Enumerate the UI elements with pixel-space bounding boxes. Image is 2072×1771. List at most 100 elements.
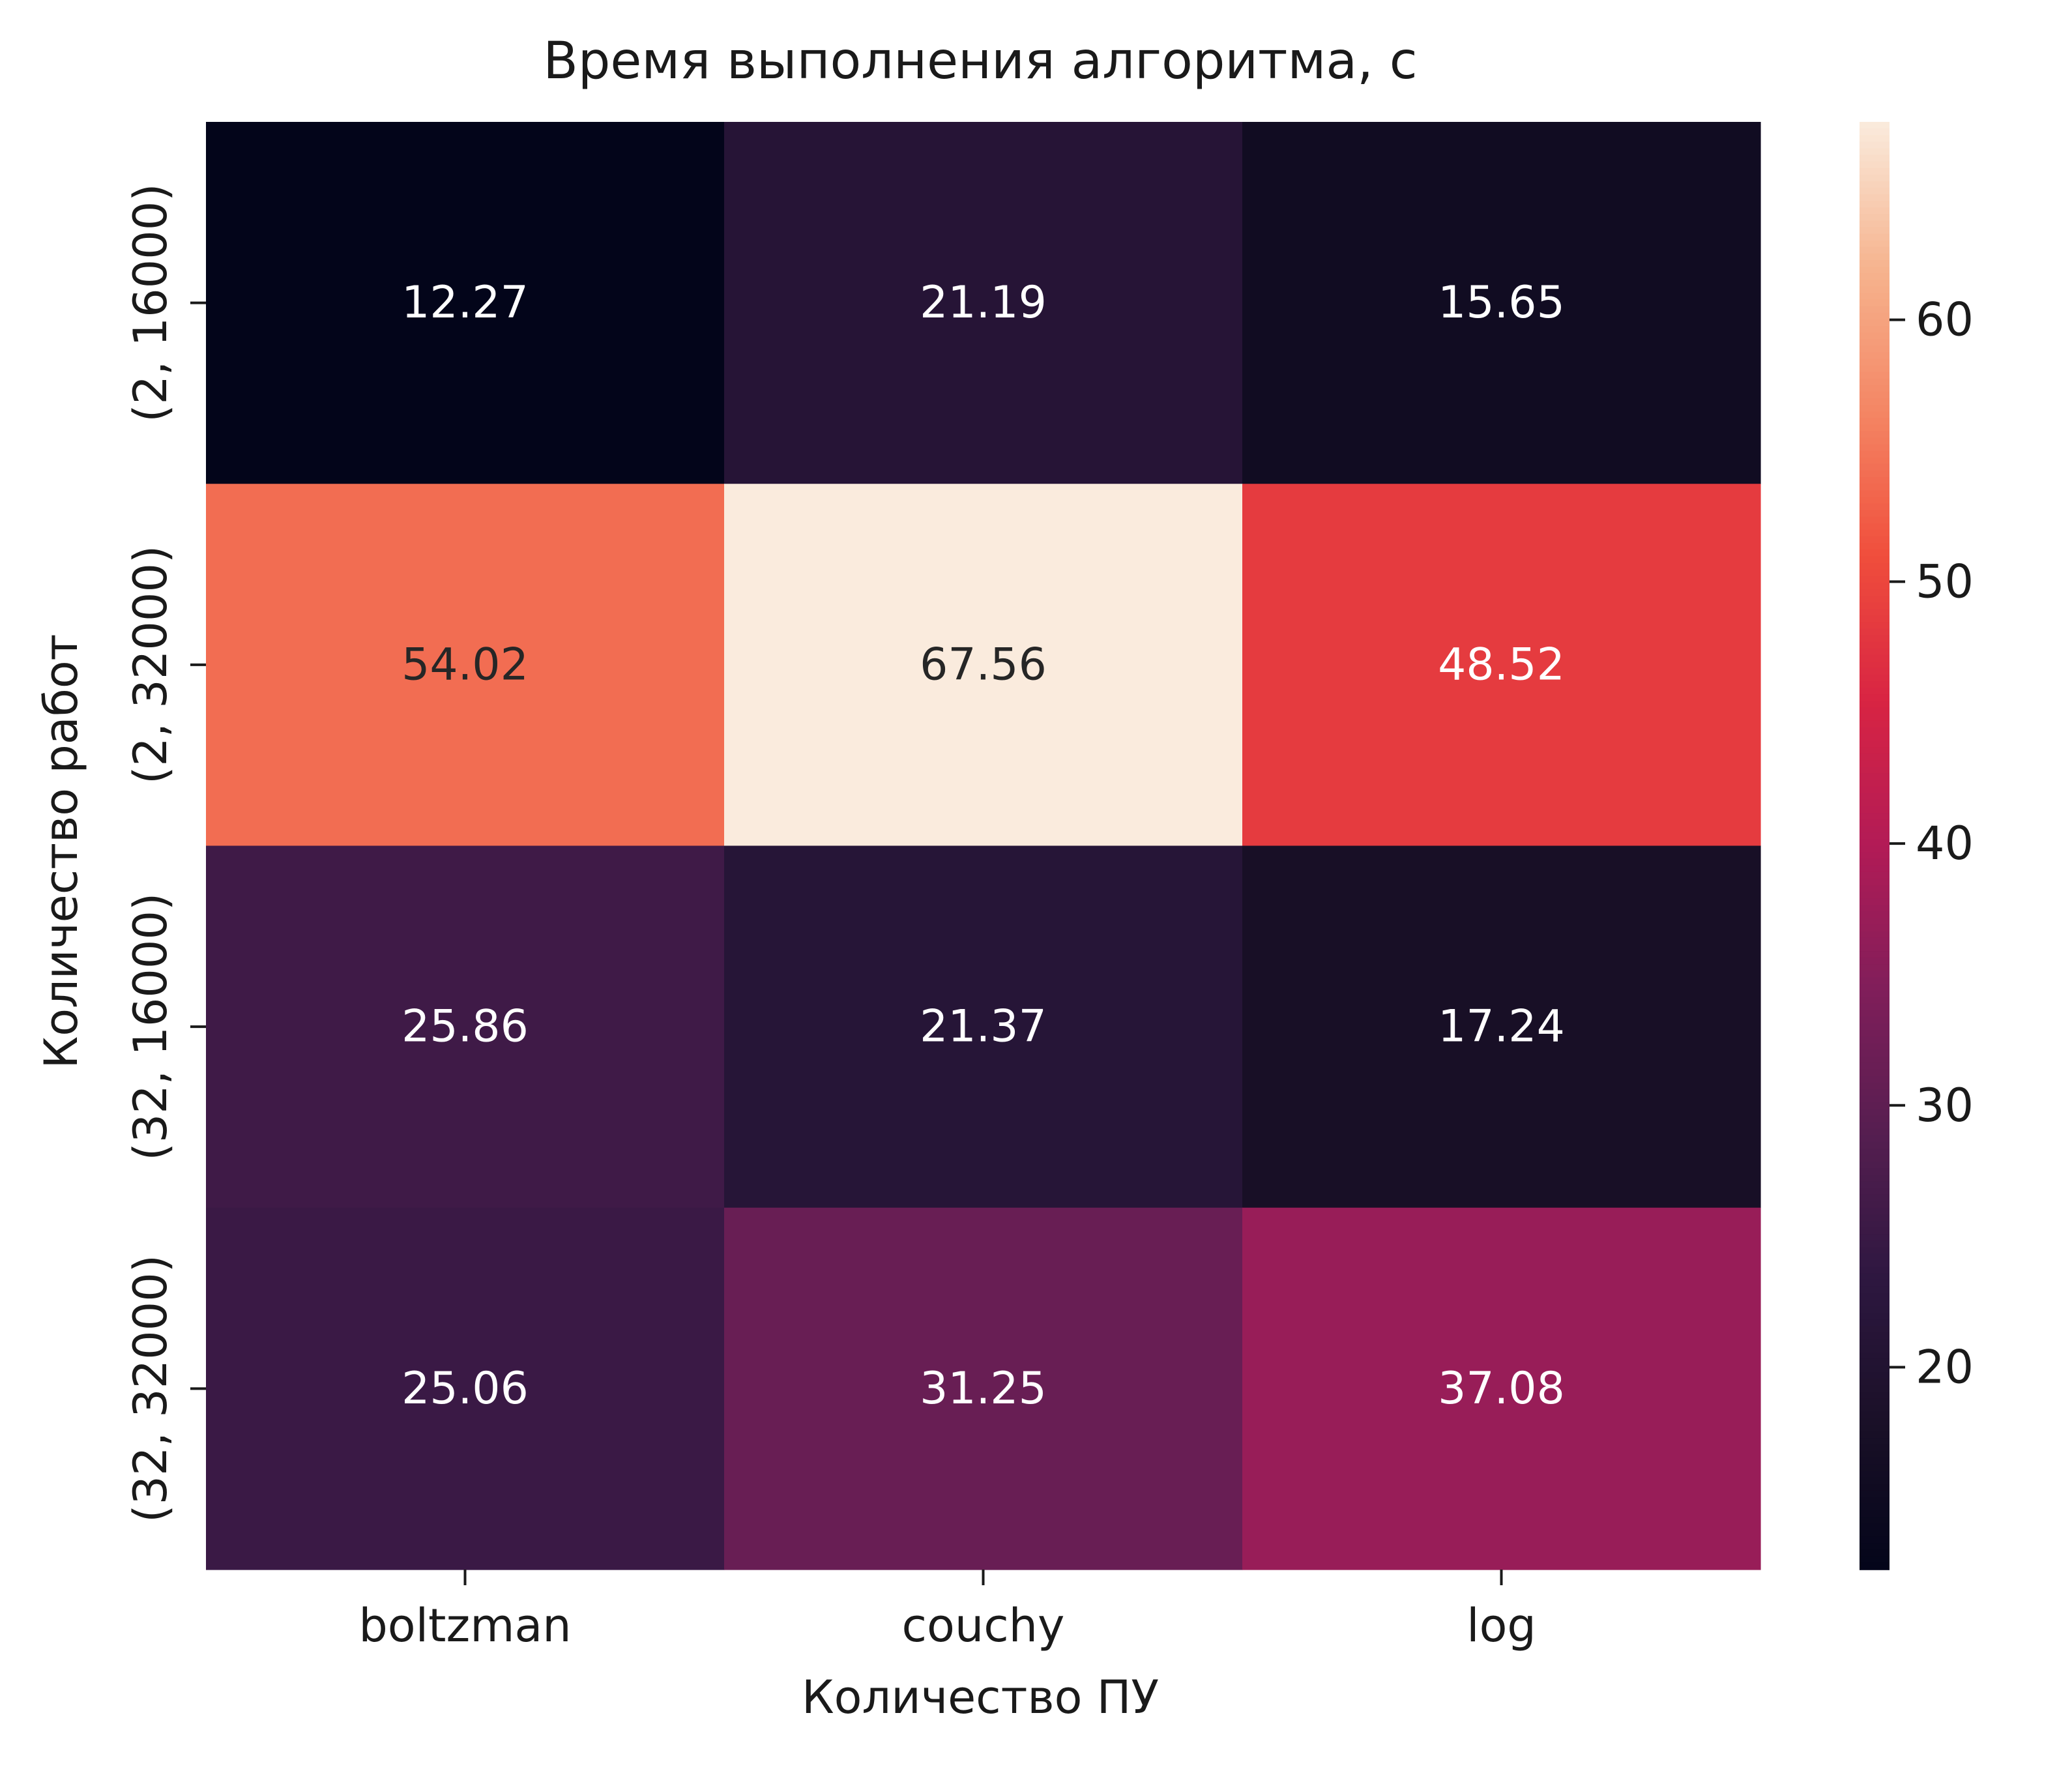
- colorbar-gradient-slice: [1860, 1115, 1890, 1123]
- colorbar-gradient-slice: [1860, 793, 1890, 800]
- y-axis-label: Количество работ: [35, 634, 88, 1069]
- colorbar-gradient-slice: [1860, 1234, 1890, 1242]
- colorbar-gradient-slice: [1860, 1162, 1890, 1169]
- chart-title: Время выполнения алгоритма, с: [543, 32, 1417, 91]
- colorbar-gradient-slice: [1860, 1536, 1890, 1544]
- colorbar-gradient-slice: [1860, 1398, 1890, 1406]
- colorbar-gradient-slice: [1860, 556, 1890, 564]
- colorbar-gradient-slice: [1860, 450, 1890, 458]
- colorbar-gradient-slice: [1860, 168, 1890, 175]
- colorbar-gradient-slice: [1860, 299, 1890, 307]
- colorbar-gradient-slice: [1860, 1457, 1890, 1465]
- colorbar-gradient-slice: [1860, 648, 1890, 656]
- colorbar-gradient-slice: [1860, 523, 1890, 531]
- colorbar-gradient-slice: [1860, 352, 1890, 360]
- colorbar-gradient-slice: [1860, 1128, 1890, 1136]
- colorbar-gradient-slice: [1860, 339, 1890, 347]
- colorbar-gradient-slice: [1860, 661, 1890, 669]
- colorbar-gradient-slice: [1860, 767, 1890, 774]
- colorbar-gradient-slice: [1860, 1326, 1890, 1334]
- heatmap-cell: [1242, 1207, 1761, 1570]
- colorbar-gradient-slice: [1860, 411, 1890, 419]
- y-tick-label: (2, 16000): [124, 183, 177, 422]
- heatmap-cell: [1242, 122, 1761, 484]
- colorbar-tick-label: 60: [1916, 293, 1974, 347]
- colorbar-gradient-slice: [1860, 1141, 1890, 1149]
- colorbar-gradient-slice: [1860, 154, 1890, 162]
- colorbar-gradient-slice: [1860, 786, 1890, 794]
- colorbar-gradient-slice: [1860, 549, 1890, 557]
- colorbar-gradient-slice: [1860, 714, 1890, 722]
- colorbar-gradient-slice: [1860, 964, 1890, 972]
- colorbar-gradient-slice: [1860, 905, 1890, 913]
- colorbar-gradient-slice: [1860, 1358, 1890, 1366]
- colorbar-gradient-slice: [1860, 839, 1890, 847]
- colorbar-gradient-slice: [1860, 1510, 1890, 1518]
- colorbar-gradient-slice: [1860, 1109, 1890, 1117]
- colorbar-gradient-slice: [1860, 1135, 1890, 1143]
- heatmap-cell: [206, 484, 725, 847]
- colorbar-gradient-slice: [1860, 1089, 1890, 1096]
- colorbar-gradient-slice: [1860, 997, 1890, 1004]
- colorbar-gradient-slice: [1860, 990, 1890, 998]
- colorbar-gradient-slice: [1860, 280, 1890, 287]
- colorbar-gradient-slice: [1860, 424, 1890, 432]
- cell-annotation: 48.52: [1438, 639, 1565, 690]
- colorbar-gradient-slice: [1860, 1405, 1890, 1412]
- cell-annotation: 25.86: [401, 1001, 529, 1053]
- colorbar-gradient-slice: [1860, 135, 1890, 143]
- colorbar-gradient-slice: [1860, 1076, 1890, 1083]
- colorbar-gradient-slice: [1860, 293, 1890, 300]
- colorbar-gradient-slice: [1860, 1220, 1890, 1228]
- colorbar-gradient-slice: [1860, 1385, 1890, 1393]
- colorbar-gradient-slice: [1860, 733, 1890, 741]
- colorbar-gradient-slice: [1860, 246, 1890, 254]
- colorbar-gradient-slice: [1860, 148, 1890, 156]
- colorbar-gradient-slice: [1860, 1418, 1890, 1426]
- colorbar-gradient-slice: [1860, 398, 1890, 405]
- heatmap-cell: [724, 845, 1243, 1208]
- colorbar-gradient-slice: [1860, 325, 1890, 333]
- colorbar-gradient-slice: [1860, 1543, 1890, 1551]
- colorbar-gradient-slice: [1860, 681, 1890, 689]
- colorbar-gradient-slice: [1860, 1082, 1890, 1090]
- colorbar-gradient-slice: [1860, 667, 1890, 675]
- colorbar-gradient-slice: [1860, 918, 1890, 926]
- colorbar-gradient-slice: [1860, 858, 1890, 866]
- colorbar-gradient-slice: [1860, 1352, 1890, 1360]
- x-axis-label: Количество ПУ: [802, 1671, 1159, 1724]
- heatmap-cell: [1242, 484, 1761, 847]
- colorbar-gradient-slice: [1860, 977, 1890, 985]
- colorbar-gradient-slice: [1860, 885, 1890, 892]
- colorbar-gradient-slice: [1860, 444, 1890, 452]
- colorbar-gradient-slice: [1860, 372, 1890, 379]
- y-axis-ticks: (2, 16000) (2, 32000) (32, 16000) (32, 3200…: [124, 183, 206, 1523]
- colorbar-gradient-slice: [1860, 484, 1890, 491]
- colorbar-gradient-slice: [1860, 1451, 1890, 1459]
- colorbar-tick-label: 30: [1916, 1079, 1974, 1132]
- colorbar-gradient-slice: [1860, 1484, 1890, 1491]
- colorbar-gradient-slice: [1860, 319, 1890, 327]
- cell-annotation: 17.24: [1438, 1001, 1565, 1053]
- colorbar-gradient-slice: [1860, 1438, 1890, 1445]
- colorbar-gradient-slice: [1860, 1049, 1890, 1057]
- colorbar-gradient-slice: [1860, 826, 1890, 834]
- cell-annotation: 31.25: [920, 1363, 1047, 1414]
- cell-annotation: 15.65: [1438, 277, 1565, 329]
- colorbar-gradient-slice: [1860, 267, 1890, 274]
- cell-annotation: 25.06: [401, 1363, 529, 1414]
- colorbar-gradient-slice: [1860, 214, 1890, 222]
- colorbar-gradient-slice: [1860, 1148, 1890, 1156]
- colorbar-gradient-slice: [1860, 1556, 1890, 1564]
- colorbar-gradient-slice: [1860, 1036, 1890, 1044]
- colorbar-gradient-slice: [1860, 233, 1890, 241]
- colorbar-gradient-slice: [1860, 806, 1890, 813]
- colorbar-gradient-slice: [1860, 654, 1890, 662]
- colorbar-gradient-slice: [1860, 1424, 1890, 1432]
- colorbar-gradient-slice: [1860, 1306, 1890, 1314]
- colorbar-gradient-slice: [1860, 892, 1890, 900]
- cell-annotations: 12.27 21.19 15.65 54.02 67.56 48.52 25.86 21.37…: [401, 277, 1565, 1414]
- cell-annotation: 21.37: [920, 1001, 1047, 1053]
- colorbar-gradient-slice: [1860, 1332, 1890, 1340]
- colorbar-gradient-slice: [1860, 1207, 1890, 1215]
